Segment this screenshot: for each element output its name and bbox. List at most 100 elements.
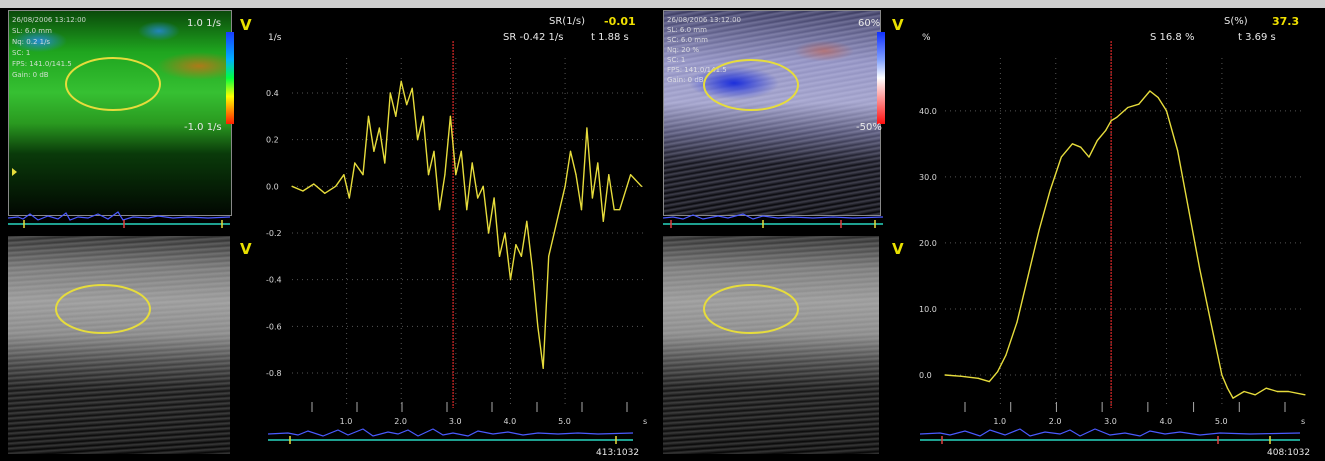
y-tick-label: 0.4 [266,89,279,98]
data-point [324,192,326,194]
right-scale-bottom-label: -50% [856,122,882,133]
data-point [1005,354,1007,356]
data-point [597,162,599,164]
data-point [384,162,386,164]
data-point [422,115,424,117]
right-roi-ellipse[interactable] [664,11,880,215]
data-point [378,127,380,129]
data-point [1138,103,1140,105]
sr-v-marker-top[interactable]: V [240,16,252,34]
x-tick-label: 3.0 [449,417,462,426]
sr-header-value: -0.01 [604,15,636,28]
data-point [1105,130,1107,132]
data-point [343,174,345,176]
right-bmode-image[interactable] [663,236,879,454]
data-point [1177,149,1179,152]
data-point [411,87,413,89]
data-point [1071,143,1073,145]
data-point [417,139,419,141]
data-point [509,279,512,281]
data-point [362,174,364,176]
sr-v-marker-mid[interactable]: V [240,240,252,258]
data-point [449,115,451,117]
left-overlay-info: 26/08/2006 13:12:00 SL: 6.0 mm Nq: 0.2 1… [12,16,87,79]
s-v-marker-top[interactable]: V [892,16,904,34]
data-point [537,325,539,327]
data-point [944,374,946,376]
data-point [471,162,473,164]
data-point [542,367,544,369]
data-point [1188,209,1190,211]
y-tick-label: 30.0 [919,173,937,182]
data-point [354,162,356,164]
data-point [1110,120,1112,122]
right-color-strain-image[interactable]: 26/08/2006 13:12:00 SL: 6.0 mm SC: 6.0 m… [663,10,881,216]
data-point [526,220,528,222]
data-point [1127,106,1129,109]
data-point [1287,390,1289,393]
right-bmode-roi-ellipse[interactable] [663,236,879,454]
data-point [1096,139,1098,142]
data-point [1149,90,1151,92]
data-point [460,150,462,152]
sr-frame-counter: 413:1032 [596,448,640,458]
data-point [389,92,391,94]
y-tick-label: -0.6 [266,322,282,331]
s-header-value: 37.3 [1272,15,1300,28]
data-point [586,127,588,129]
data-point [553,232,555,234]
data-point [1304,394,1306,396]
left-color-doppler-image[interactable]: 26/08/2006 13:12:00 SL: 6.0 mm Nq: 0.2 1… [8,10,232,216]
data-point [455,174,457,176]
data-point [1232,397,1234,399]
s-frame-counter: 408:1032 [1267,448,1311,458]
left-scale-top-label: 1.0 1/s [187,18,222,29]
data-point [498,255,501,257]
data-point [477,197,479,199]
data-point [488,232,490,234]
data-point [1027,275,1029,277]
data-point [1038,229,1040,231]
data-point [348,197,350,199]
data-point [1226,387,1229,389]
data-point [619,209,621,211]
s-chart[interactable]: 40.0 30.0 20.0 10.0 0.0 1.0 2.0 3.0 4.0 5.0 s [915,40,1315,460]
left-roi-ellipse[interactable] [9,11,231,215]
data-point [580,209,583,211]
data-point [1016,321,1018,323]
y-tick-label: 0.0 [266,182,279,191]
left-ecg-strip [8,211,230,228]
sr-chart[interactable]: 0.4 0.2 0.0 -0.2 -0.4 -0.6 -0.8 1.0 2.0 3.0 4.0 5.0… [262,40,657,460]
data-point [493,197,495,199]
data-point [531,267,533,269]
x-tick-label: 1.0 [993,417,1006,426]
sr-readout-t: t 1.88 s [591,32,629,43]
left-bmode-image[interactable] [8,236,230,454]
data-point [1276,390,1278,393]
data-point [1165,110,1168,112]
s-unit-label: % [922,33,931,43]
left-bmode-roi-ellipse[interactable] [8,236,230,454]
data-point [438,209,441,211]
y-tick-label: -0.2 [266,229,282,238]
data-point [400,80,402,82]
data-point [569,150,572,152]
x-tick-label: 5.0 [558,417,571,426]
s-readout-t: t 3.69 s [1238,32,1276,43]
s-v-marker-mid[interactable]: V [892,240,904,258]
y-tick-label: 0.0 [919,371,932,380]
data-point [640,185,643,187]
s-ecg-strip [920,428,1300,444]
data-point [520,255,522,257]
data-point [373,150,375,152]
x-tick-label: 3.0 [1104,417,1117,426]
data-point [335,185,337,187]
x-unit-label: s [1301,417,1305,426]
right-ecg-strip [663,213,883,228]
x-tick-label: 2.0 [394,417,407,426]
y-tick-label: 40.0 [919,107,937,116]
data-point [1060,156,1062,158]
s-readout-s: S 16.8 % [1150,32,1195,43]
data-point [395,115,397,117]
left-color-scale-bar [226,32,234,124]
